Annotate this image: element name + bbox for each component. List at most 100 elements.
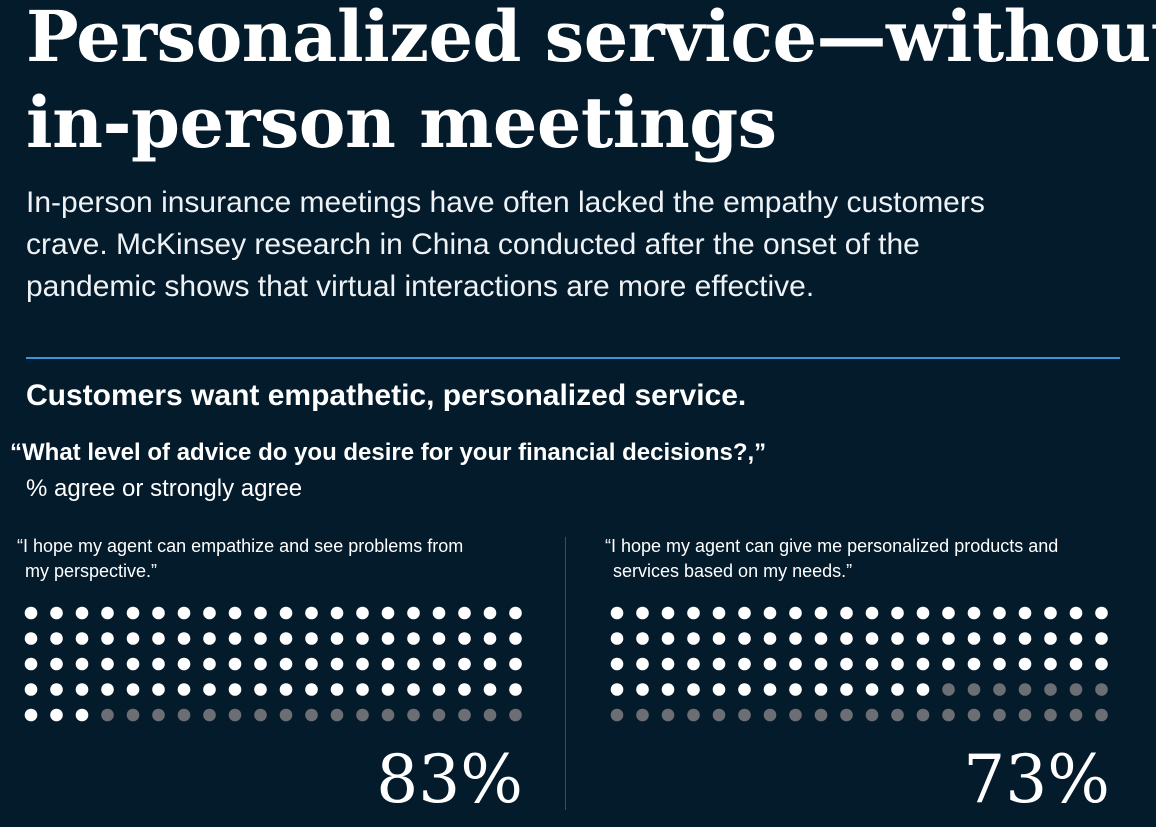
waffle-dot-right-filled: [712, 632, 726, 645]
title-line-2: in-person meetings: [26, 81, 777, 164]
waffle-dot-right-empty: [763, 708, 777, 722]
waffle-dot-left-filled: [177, 683, 191, 696]
waffle-dot-left-filled: [509, 606, 522, 620]
waffle-dot-right-filled: [738, 657, 751, 671]
waffle-dot-right-filled: [1018, 606, 1032, 620]
waffle-dot-left-empty: [305, 708, 318, 722]
waffle-dot-left-empty: [152, 708, 165, 722]
waffle-dot-left-filled: [305, 683, 318, 696]
waffle-dot-left-filled: [356, 632, 369, 645]
waffle-dot-left-filled: [75, 683, 89, 696]
waffle-dot-right-filled: [865, 632, 879, 645]
waffle-dot-right-empty: [891, 708, 904, 722]
waffle-dot-left-empty: [279, 708, 293, 722]
waffle-dot-right-filled: [687, 657, 700, 671]
waffle-dot-right-empty: [1044, 708, 1057, 722]
waffle-dot-left-filled: [279, 657, 293, 671]
waffle-dot-right-filled: [789, 632, 802, 645]
waffle-dot-right-filled: [738, 606, 751, 620]
waffle-dot-left-filled: [356, 606, 369, 620]
waffle-dot-left-filled: [126, 606, 140, 620]
waffle-dot-left-filled: [254, 657, 267, 671]
waffle-dot-left-filled: [24, 708, 38, 722]
waffle-dot-right-filled: [763, 632, 777, 645]
waffle-dot-right-empty: [712, 708, 726, 722]
chart-left-label: “I hope my agent can empathize and see p…: [17, 534, 463, 584]
waffle-dot-right-empty: [916, 708, 930, 722]
waffle-dot-left-filled: [279, 632, 293, 645]
chart-right-label-line-1: “I hope my agent can give me personalize…: [605, 536, 1059, 556]
waffle-dot-right-empty: [814, 708, 828, 722]
waffle-dot-right-filled: [610, 657, 624, 671]
waffle-dot-left-filled: [483, 683, 497, 696]
waffle-dot-right-empty: [865, 708, 879, 722]
waffle-dot-left-filled: [75, 632, 89, 645]
waffle-dot-right-empty: [1069, 708, 1083, 722]
waffle-dot-left-filled: [432, 632, 446, 645]
waffle-dot-right-filled: [636, 606, 649, 620]
waffle-dot-right-filled: [636, 683, 649, 696]
waffle-dot-left-filled: [330, 683, 344, 696]
waffle-chart-right: [610, 606, 1108, 722]
waffle-dot-right-empty: [1018, 683, 1032, 696]
waffle-dot-left-empty: [101, 708, 114, 722]
page-subtitle: In-person insurance meetings have often …: [26, 182, 1126, 308]
waffle-dot-right-filled: [610, 606, 624, 620]
waffle-dot-right-filled: [687, 683, 700, 696]
waffle-dot-left-filled: [305, 606, 318, 620]
waffle-dot-right-filled: [1018, 632, 1032, 645]
waffle-dot-left-filled: [381, 606, 395, 620]
waffle-dot-right-filled: [738, 683, 751, 696]
waffle-dot-right-empty: [636, 708, 649, 722]
waffle-dot-right-filled: [840, 606, 853, 620]
waffle-dot-right-filled: [891, 606, 904, 620]
waffle-dot-left-filled: [432, 683, 446, 696]
waffle-dot-left-filled: [509, 657, 522, 671]
waffle-dot-right-filled: [1095, 657, 1108, 671]
chart-column-divider: [565, 537, 566, 810]
waffle-dot-left-empty: [177, 708, 191, 722]
waffle-dot-right-filled: [1018, 657, 1032, 671]
waffle-dot-left-filled: [381, 657, 395, 671]
waffle-dot-right-filled: [1069, 632, 1083, 645]
waffle-dot-right-filled: [712, 606, 726, 620]
chart-left-label-line-1: “I hope my agent can empathize and see p…: [17, 536, 464, 556]
waffle-dot-left-filled: [483, 632, 497, 645]
waffle-dot-right-filled: [1095, 632, 1108, 645]
waffle-dot-right-filled: [1044, 606, 1057, 620]
waffle-dot-left-filled: [381, 632, 395, 645]
waffle-dot-right-filled: [814, 657, 828, 671]
waffle-dot-left-filled: [101, 606, 114, 620]
subtitle-line-2: crave. McKinsey research in China conduc…: [26, 228, 920, 261]
subtitle-line-1: In-person insurance meetings have often …: [26, 186, 985, 219]
waffle-dot-right-filled: [1069, 657, 1083, 671]
waffle-dot-left-empty: [407, 708, 420, 722]
waffle-dot-left-filled: [305, 632, 318, 645]
survey-measure-label: % agree or strongly agree: [26, 475, 303, 502]
waffle-dot-left-filled: [203, 632, 216, 645]
waffle-dot-left-filled: [24, 606, 38, 620]
waffle-dot-right-filled: [916, 606, 930, 620]
waffle-dot-right-filled: [891, 657, 904, 671]
waffle-dot-right-filled: [763, 606, 777, 620]
waffle-dot-right-filled: [763, 683, 777, 696]
waffle-dot-right-filled: [942, 657, 955, 671]
waffle-dot-left-filled: [432, 657, 446, 671]
waffle-dot-right-filled: [1095, 606, 1108, 620]
waffle-dot-right-filled: [636, 632, 649, 645]
waffle-dot-right-filled: [840, 683, 853, 696]
waffle-dot-left-filled: [24, 683, 38, 696]
waffle-dot-right-filled: [942, 606, 955, 620]
waffle-dot-right-filled: [789, 657, 802, 671]
waffle-dot-right-empty: [610, 708, 624, 722]
waffle-dot-right-filled: [916, 683, 930, 696]
chart-right-value: 73%: [963, 741, 1110, 818]
waffle-dot-left-filled: [50, 606, 63, 620]
waffle-dot-right-empty: [967, 683, 981, 696]
waffle-dot-left-filled: [177, 657, 191, 671]
waffle-dot-left-filled: [24, 657, 38, 671]
waffle-dot-left-empty: [330, 708, 344, 722]
waffle-dot-right-filled: [661, 657, 675, 671]
waffle-dot-left-filled: [228, 657, 242, 671]
waffle-dot-right-filled: [865, 683, 879, 696]
